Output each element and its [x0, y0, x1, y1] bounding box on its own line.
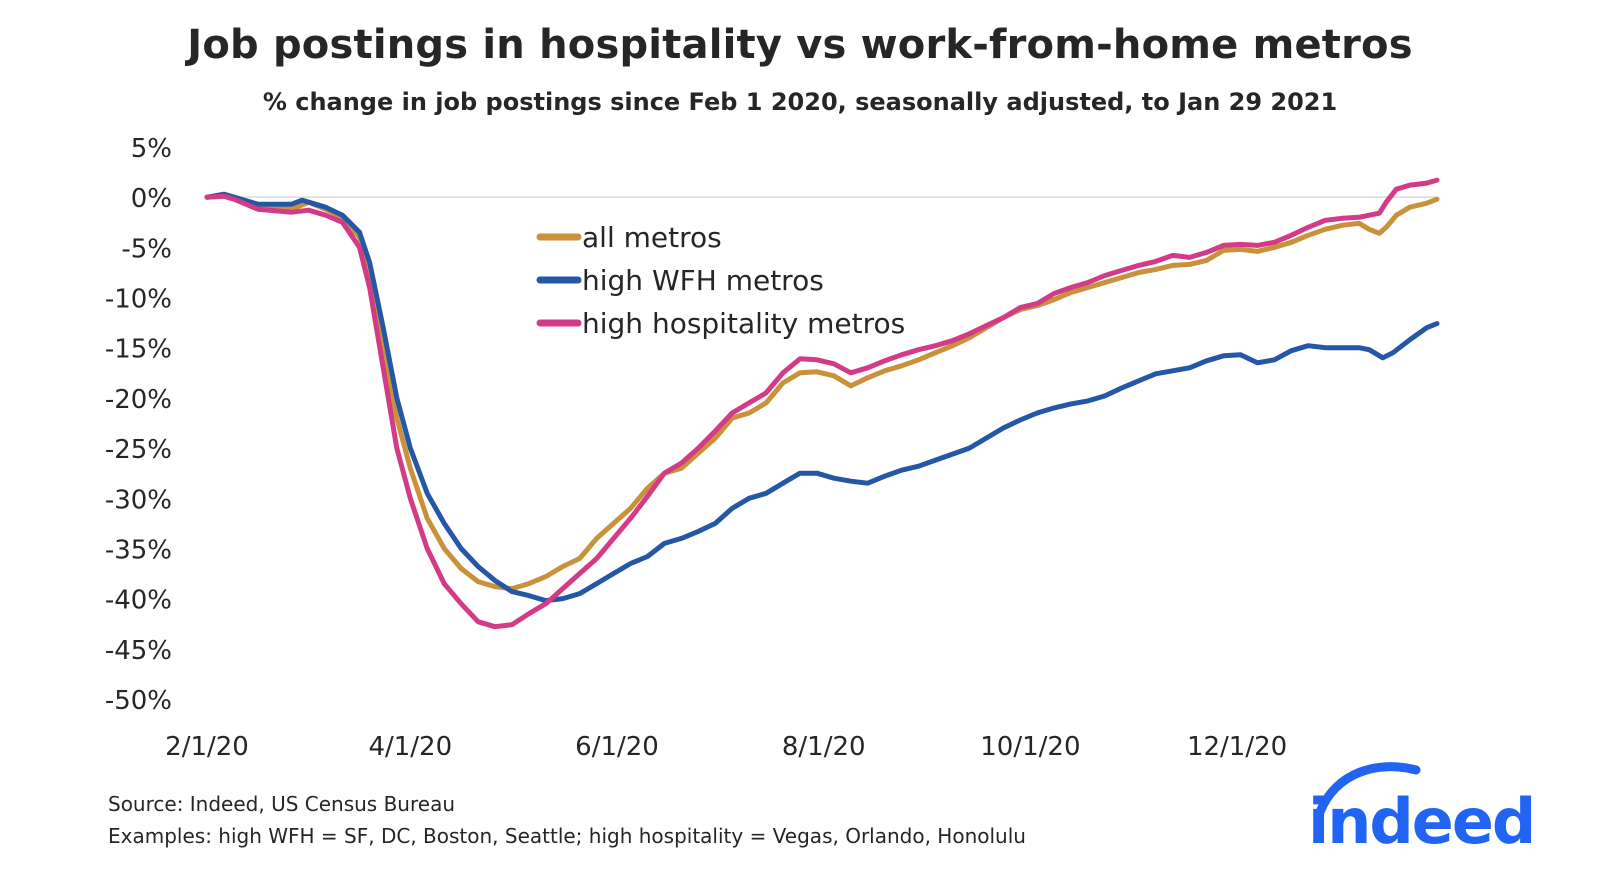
x-tick-label: 8/1/20 — [782, 732, 866, 762]
logo-wordmark: indeed — [1308, 785, 1534, 855]
logo-swoosh-icon — [1315, 762, 1421, 817]
x-tick-label: 6/1/20 — [575, 732, 659, 762]
y-tick-label: -5% — [121, 234, 172, 264]
y-tick-label: -50% — [105, 686, 172, 716]
y-tick-label: -10% — [105, 285, 172, 315]
legend-label: high WFH metros — [582, 264, 824, 297]
y-tick-label: -45% — [105, 636, 172, 666]
x-tick-label: 12/1/20 — [1187, 732, 1287, 762]
chart-title: Job postings in hospitality vs work-from… — [187, 22, 1413, 68]
x-tick-label: 2/1/20 — [165, 732, 249, 762]
legend: all metros high WFH metros high hospitalit… — [536, 221, 905, 340]
x-axis: 2/1/20 4/1/20 6/1/20 8/1/20 10/1/20 12/1/20 — [165, 732, 1287, 762]
legend-label: all metros — [582, 221, 722, 254]
y-tick-label: -15% — [105, 335, 172, 365]
series-layer — [204, 177, 1440, 630]
x-tick-label: 4/1/20 — [368, 732, 452, 762]
x-tick-label: 10/1/20 — [980, 732, 1080, 762]
y-tick-label: -35% — [105, 535, 172, 565]
series-line-high-WFH-metros — [204, 191, 1440, 604]
series-line-all-metros — [204, 192, 1440, 592]
chart-subtitle: % change in job postings since Feb 1 202… — [262, 88, 1338, 116]
y-tick-label: -40% — [105, 586, 172, 616]
source-note: Source: Indeed, US Census Bureau — [108, 792, 456, 816]
y-tick-label: -25% — [105, 435, 172, 465]
series-line-high-hospitality-metros — [204, 177, 1440, 630]
indeed-logo: indeed — [1308, 762, 1536, 855]
y-tick-label: -30% — [105, 485, 172, 515]
y-tick-label: 5% — [131, 134, 172, 164]
examples-note: Examples: high WFH = SF, DC, Boston, Sea… — [108, 824, 1026, 848]
y-tick-label: 0% — [131, 184, 172, 214]
legend-label: high hospitality metros — [582, 307, 905, 340]
y-tick-label: -20% — [105, 385, 172, 415]
y-axis: 5% 0% -5% -10% -15% -20% -25% -30% -35% -40% -45% -… — [105, 134, 172, 716]
